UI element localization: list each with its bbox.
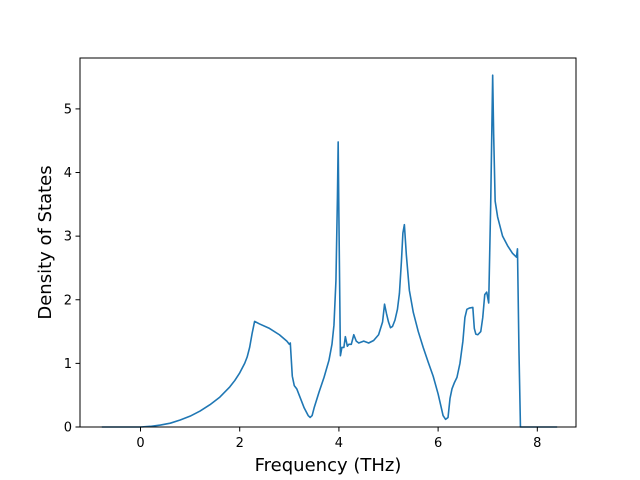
x-tick-label: 2 [236,436,244,451]
x-axis-label: Frequency (THz) [255,455,402,476]
axes-frame [79,57,577,428]
x-tick-label: 0 [136,436,144,451]
x-tick-label: 6 [434,436,442,451]
y-tick-label: 4 [64,166,72,181]
y-tick-label: 2 [64,293,72,308]
y-tick-label: 0 [64,421,72,436]
series-line-1 [101,74,558,428]
x-tick-label: 4 [335,436,343,451]
y-axis-label: Density of States [35,165,56,319]
y-tick-label: 3 [64,230,72,245]
y-tick-label: 5 [64,102,72,117]
y-tick-label: 1 [64,357,72,372]
x-tick-label: 8 [533,436,541,451]
